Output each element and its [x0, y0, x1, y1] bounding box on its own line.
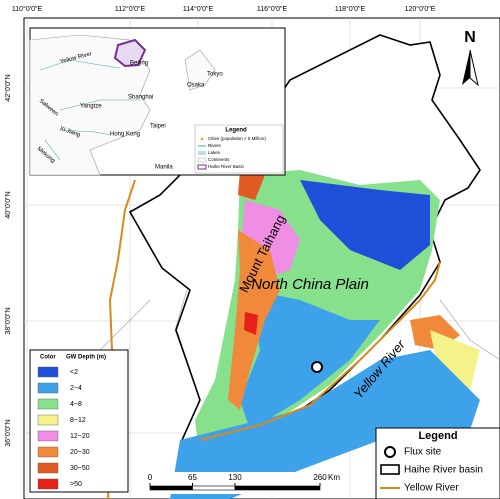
gw-swatch [37, 478, 59, 490]
inset-legend-item: Continents [208, 157, 230, 162]
lat-label: 40°0'0"N [4, 191, 12, 218]
scale-unit: Km [328, 473, 340, 482]
inset-legend-item: Rivers [208, 143, 222, 148]
map-shape: <2 2~4 4~8 8~12 12~20 20~30 30~50 >50 [37, 366, 90, 490]
gw-swatch [37, 414, 59, 426]
gw-legend: Color GW Depth (m) <2 2~4 4~8 8~12 12~20 20~3… [29, 349, 129, 493]
map-shape [462, 50, 470, 85]
inset-legend-item: Lakes [208, 150, 221, 155]
map-shape [384, 446, 396, 458]
legend-item: Flux site [404, 447, 442, 458]
map-shape [200, 137, 204, 141]
inset-legend-item: Haihe River Basin [208, 164, 245, 169]
lat-label: 36°0'0"N [4, 419, 12, 446]
legend: Legend Flux site Haihe River basin Yello… [375, 427, 500, 499]
gw-swatch [37, 382, 59, 394]
gw-legend-header: GW Depth (m) [66, 355, 106, 361]
gw-swatch [37, 366, 59, 378]
gw-legend-header: Color [40, 355, 56, 361]
lon-label: 112°0'0"E [115, 5, 146, 13]
lon-label: 110°0'0"E [12, 5, 43, 13]
flux-site [311, 361, 323, 373]
legend-title: Legend [418, 430, 457, 442]
gw-swatch [37, 398, 59, 410]
gw-label: 4~8 [70, 401, 82, 408]
map-shape [194, 124, 284, 174]
scale-segment [149, 485, 193, 491]
inset-legend-item: Cities (population > 5 Million) [208, 136, 266, 141]
map-shape [59, 129, 111, 136]
map-shape [380, 464, 400, 475]
map-label: North China Plain [251, 276, 369, 293]
lon-label: 114°0'0"E [183, 5, 214, 13]
scale-label: 130 [228, 473, 242, 482]
gw-swatch [37, 462, 59, 474]
map-shape [44, 139, 61, 161]
gw-label: <2 [70, 369, 78, 376]
map-shape: Cities (population > 5 Million) Rivers L… [197, 136, 266, 170]
gw-zone [240, 290, 380, 430]
gw-label: 8~12 [70, 417, 86, 424]
inset-map: Beijing Yellow River Tokyo Osaka Shangha… [29, 27, 286, 176]
map-shape [197, 164, 207, 170]
inset-label: Osaka [187, 83, 205, 89]
inset-label: Taipei [150, 124, 166, 130]
lat-label: 42°0'0"N [4, 74, 12, 101]
gw-zone [238, 170, 265, 200]
inset-label: Beijing [130, 61, 148, 67]
gw-label: 30~50 [70, 465, 90, 472]
inset-label: Manila [155, 165, 173, 171]
gw-zone [170, 350, 480, 499]
legend-item: Haihe River basin [404, 465, 483, 476]
inset-label: Tokyo [207, 72, 223, 78]
inset-label: Yangtze [80, 104, 102, 110]
map-shape [184, 49, 216, 91]
scale-label: 0 [148, 473, 153, 482]
north-label: N [464, 29, 476, 46]
lon-label: 118°0'0"E [335, 5, 366, 13]
north-arrow: N [462, 29, 479, 87]
top-axis: 110°0'0"E 112°0'0"E 114°0'0"E 116°0'0"E 11… [12, 5, 436, 13]
map-shape [113, 38, 147, 68]
map-shape [39, 59, 140, 161]
gw-zone [244, 312, 258, 335]
lat-label: 38°0'0"N [4, 307, 12, 334]
gw-label: 20~30 [70, 449, 90, 456]
gw-swatch [37, 446, 59, 458]
left-axis: 42°0'0"N 40°0'0"N 38°0'0"N 36°0'0"N [4, 74, 12, 446]
map-shape [198, 151, 206, 155]
gw-label: >50 [70, 481, 82, 488]
scale-label: 65 [188, 473, 197, 482]
scale-bar: 0 65 130 260 Km [140, 472, 340, 494]
map-shape [439, 299, 500, 361]
map-shape [469, 49, 479, 87]
map-shape [59, 99, 140, 111]
gw-label: 2~4 [70, 385, 82, 392]
gw-zone [300, 180, 430, 270]
map-shape [199, 261, 441, 441]
inset-label: Hong Kong [110, 132, 140, 138]
scale-label: 260 [313, 473, 327, 482]
scale-segment [234, 485, 321, 491]
scale-segment [192, 485, 236, 491]
inset-label: Shanghai [128, 95, 153, 101]
lon-label: 120°0'0"E [405, 5, 436, 13]
gw-swatch [37, 430, 59, 442]
inset-legend-title: Legend [225, 128, 247, 134]
gw-label: 12~20 [70, 433, 90, 440]
map-shape [39, 59, 121, 71]
legend-item: Yellow River [404, 483, 459, 494]
map-shape [197, 157, 207, 163]
lon-label: 116°0'0"E [257, 5, 288, 13]
map-shape [29, 34, 151, 176]
